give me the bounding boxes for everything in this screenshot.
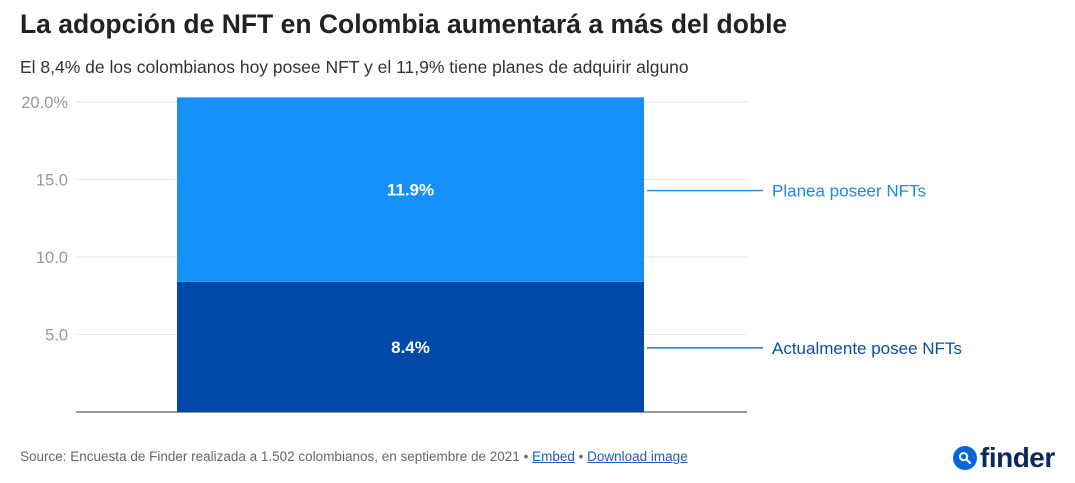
bar-segment-planea bbox=[177, 97, 644, 282]
embed-link[interactable]: Embed bbox=[532, 449, 575, 464]
data-label: 11.9% bbox=[387, 181, 434, 200]
y-tick-label: 10.0 bbox=[36, 249, 68, 267]
y-tick-label: 20.0% bbox=[21, 94, 68, 112]
footer: Source: Encuesta de Finder realizada a 1… bbox=[20, 449, 688, 464]
series-label: Planea poseer NFTs bbox=[772, 182, 926, 201]
finder-logo[interactable]: finder bbox=[953, 441, 1055, 475]
chart-title: La adopción de NFT en Colombia aumentará… bbox=[20, 9, 788, 39]
source-text: Source: Encuesta de Finder realizada a 1… bbox=[20, 449, 520, 464]
stacked-bar-chart: 5.0 10.0 15.0 20.0% 8.4% Actualmente posee NF… bbox=[21, 94, 962, 413]
download-image-link[interactable]: Download image bbox=[587, 449, 688, 464]
y-tick-label: 15.0 bbox=[36, 172, 68, 190]
separator: • bbox=[578, 449, 584, 464]
data-label: 8.4% bbox=[391, 338, 430, 357]
search-icon bbox=[953, 446, 977, 470]
bar-segment-actualmente bbox=[177, 281, 644, 412]
logo-text: finder bbox=[980, 442, 1055, 473]
series-label: Actualmente posee NFTs bbox=[772, 339, 962, 358]
chart-subtitle: El 8,4% de los colombianos hoy posee NFT… bbox=[20, 57, 689, 77]
y-tick-label: 5.0 bbox=[45, 327, 68, 345]
separator: • bbox=[523, 449, 529, 464]
